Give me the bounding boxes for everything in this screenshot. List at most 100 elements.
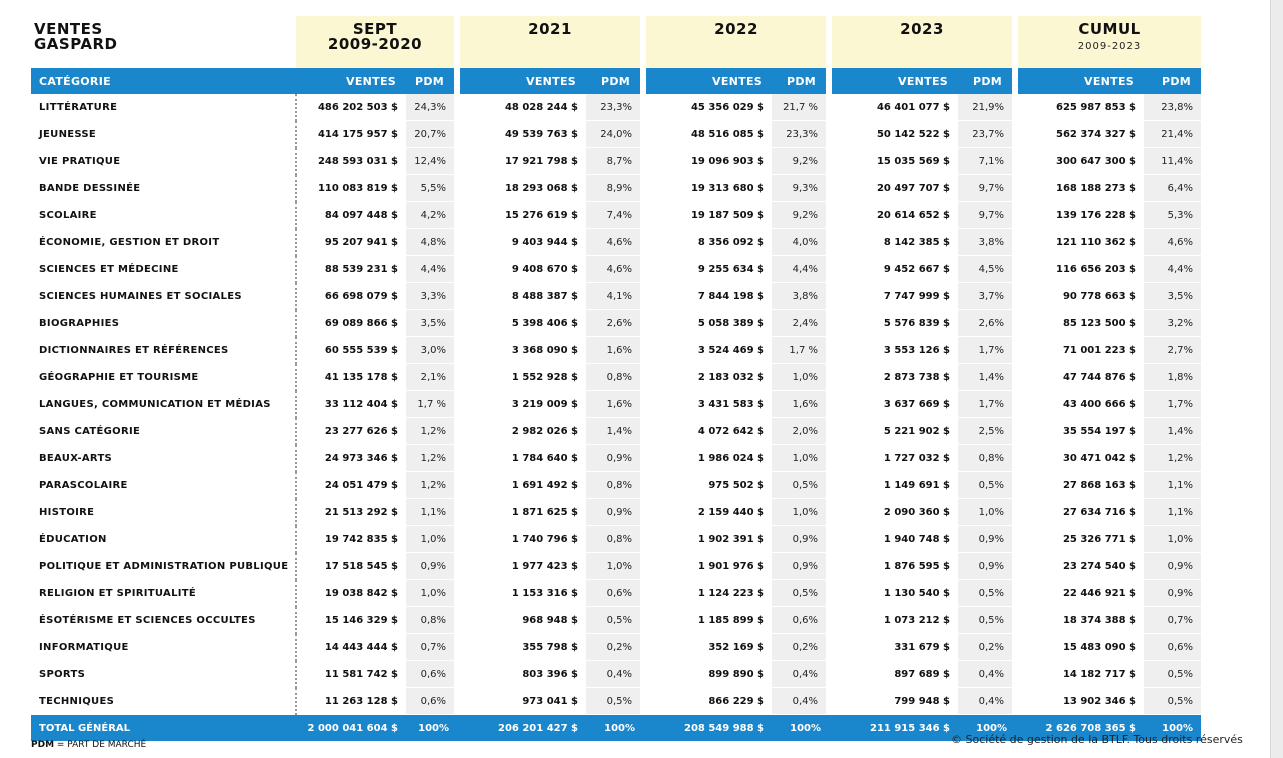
sales-cell: 20 614 652 $: [826, 201, 959, 229]
sales-cell: 2 159 440 $: [640, 498, 773, 526]
market-share-cell: 0,8%: [586, 525, 644, 553]
sales-cell: 486 202 503 $: [295, 94, 406, 121]
sales-cell: 3 524 469 $: [640, 336, 773, 364]
market-share-cell: 0,7%: [1144, 606, 1202, 634]
sales-cell: 973 041 $: [454, 687, 587, 715]
market-share-cell: 7,4%: [586, 201, 644, 229]
category-cell: HISTOIRE: [31, 498, 296, 526]
market-share-cell: 3,8%: [772, 282, 830, 310]
sales-cell: 18 374 388 $: [1012, 606, 1145, 634]
market-share-cell: 7,1%: [958, 147, 1016, 175]
sales-cell: 33 112 404 $: [295, 390, 406, 418]
column-header-share: PDM: [1144, 68, 1202, 94]
market-share-cell: 0,5%: [772, 579, 830, 607]
market-share-cell: 9,2%: [772, 201, 830, 229]
sales-cell: 1 902 391 $: [640, 525, 773, 553]
market-share-cell: 9,7%: [958, 201, 1016, 229]
period-header-2022: 2022: [640, 16, 830, 68]
market-share-cell: 0,5%: [1144, 687, 1202, 715]
period-label: 2022: [714, 20, 758, 38]
sales-cell: 18 293 068 $: [454, 174, 587, 202]
sales-cell: 248 593 031 $: [295, 147, 406, 175]
sales-cell: 43 400 666 $: [1012, 390, 1145, 418]
market-share-cell: 2,0%: [772, 417, 830, 445]
category-cell: PARASCOLAIRE: [31, 471, 296, 499]
market-share-cell: 0,5%: [586, 687, 644, 715]
sales-cell: 1 149 691 $: [826, 471, 959, 499]
period-label: 2021: [528, 20, 572, 38]
sales-cell: 27 634 716 $: [1012, 498, 1145, 526]
sales-cell: 562 374 327 $: [1012, 120, 1145, 148]
market-share-cell: 6,4%: [1144, 174, 1202, 202]
market-share-cell: 1,7 %: [772, 336, 830, 364]
sales-cell: 1 124 223 $: [640, 579, 773, 607]
sales-cell: 1 876 595 $: [826, 552, 959, 580]
table-row: SPORTS 11 581 742 $0,6% 803 396 $0,4% 899 8…: [31, 660, 1202, 688]
market-share-cell: 0,9%: [772, 552, 830, 580]
column-header-sales: VENTES: [296, 68, 406, 94]
sales-cell: 899 890 $: [640, 660, 773, 688]
market-share-cell: 0,9%: [586, 444, 644, 472]
sales-cell: 27 868 163 $: [1012, 471, 1145, 499]
sales-cell: 15 146 329 $: [295, 606, 406, 634]
sales-cell: 85 123 500 $: [1012, 309, 1145, 337]
market-share-cell: 0,4%: [958, 687, 1016, 715]
market-share-cell: 0,9%: [406, 552, 458, 580]
category-cell: BIOGRAPHIES: [31, 309, 296, 337]
market-share-cell: 0,5%: [586, 606, 644, 634]
market-share-cell: 0,4%: [958, 660, 1016, 688]
period-header-2023: 2023: [826, 16, 1016, 68]
sales-cell: 23 277 626 $: [295, 417, 406, 445]
sales-cell: 9 408 670 $: [454, 255, 587, 283]
market-share-cell: 4,5%: [958, 255, 1016, 283]
market-share-cell: 0,5%: [958, 471, 1016, 499]
table-row: JEUNESSE 414 175 957 $20,7% 49 539 763 $24…: [31, 120, 1202, 148]
market-share-cell: 1,6%: [586, 390, 644, 418]
sales-cell: 897 689 $: [826, 660, 959, 688]
category-cell: SCOLAIRE: [31, 201, 296, 229]
category-cell: SCIENCES HUMAINES ET SOCIALES: [31, 282, 296, 310]
title-line-1: VENTES: [34, 20, 103, 38]
sales-cell: 9 452 667 $: [826, 255, 959, 283]
sales-cell: 1 185 899 $: [640, 606, 773, 634]
sales-cell: 3 368 090 $: [454, 336, 587, 364]
sales-cell: 1 940 748 $: [826, 525, 959, 553]
market-share-cell: 1,7%: [958, 390, 1016, 418]
sales-cell: 414 175 957 $: [295, 120, 406, 148]
sales-cell: 19 313 680 $: [640, 174, 773, 202]
table-row: ÉSOTÉRISME ET SCIENCES OCCULTES 15 146 32…: [31, 606, 1202, 634]
market-share-cell: 1,0%: [772, 444, 830, 472]
sales-cell: 211 915 346 $: [829, 714, 959, 741]
category-cell: BANDE DESSINÉE: [31, 174, 296, 202]
total-row: TOTAL GÉNÉRAL 2 000 041 604 $100% 206 201 …: [31, 714, 1202, 741]
market-share-cell: 4,2%: [406, 201, 458, 229]
sales-cell: 331 679 $: [826, 633, 959, 661]
window-scrollbar[interactable]: [1270, 0, 1283, 758]
market-share-cell: 3,8%: [958, 228, 1016, 256]
market-share-cell: 20,7%: [406, 120, 458, 148]
sales-cell: 21 513 292 $: [295, 498, 406, 526]
market-share-cell: 8,9%: [586, 174, 644, 202]
market-share-cell: 0,6%: [1144, 633, 1202, 661]
market-share-cell: 1,1%: [1144, 498, 1202, 526]
category-cell: TECHNIQUES: [31, 687, 296, 715]
market-share-cell: 1,2%: [406, 471, 458, 499]
sales-cell: 866 229 $: [640, 687, 773, 715]
sales-cell: 17 518 545 $: [295, 552, 406, 580]
market-share-cell: 23,7%: [958, 120, 1016, 148]
market-share-cell: 4,4%: [772, 255, 830, 283]
sales-cell: 1 784 640 $: [454, 444, 587, 472]
sales-cell: 1 691 492 $: [454, 471, 587, 499]
market-share-cell: 0,8%: [406, 606, 458, 634]
market-share-cell: 0,5%: [772, 471, 830, 499]
market-share-cell: 0,2%: [772, 633, 830, 661]
sales-cell: 60 555 539 $: [295, 336, 406, 364]
sales-cell: 9 255 634 $: [640, 255, 773, 283]
sales-cell: 14 443 444 $: [295, 633, 406, 661]
sales-cell: 3 553 126 $: [826, 336, 959, 364]
sales-cell: 799 948 $: [826, 687, 959, 715]
column-header-share: PDM: [958, 68, 1016, 94]
sales-cell: 1 740 796 $: [454, 525, 587, 553]
table-row: SCOLAIRE 84 097 448 $4,2% 15 276 619 $7,4%…: [31, 201, 1202, 229]
sales-cell: 11 263 128 $: [295, 687, 406, 715]
